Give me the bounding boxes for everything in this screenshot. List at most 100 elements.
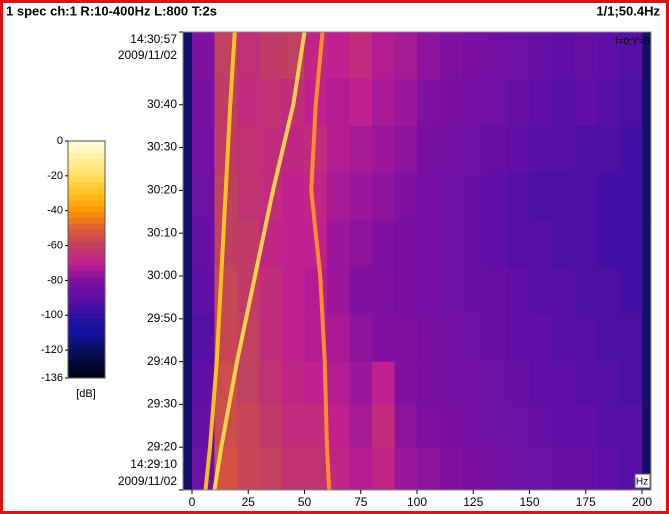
colorbar-step [68, 176, 105, 183]
cell [507, 79, 530, 127]
cell [304, 404, 328, 448]
cell [349, 447, 373, 491]
cell [529, 220, 553, 268]
cell [282, 126, 305, 174]
y-tick-label: 30:40 [147, 97, 177, 111]
cell [439, 267, 463, 315]
cell [439, 447, 463, 491]
cell [327, 314, 350, 362]
cell [372, 79, 395, 127]
cell [507, 267, 530, 315]
colorbar-step [68, 330, 105, 338]
cell [417, 79, 440, 127]
cell [597, 173, 620, 221]
cell [259, 361, 283, 405]
cell [597, 267, 620, 315]
cell [282, 267, 305, 315]
colorbar-unit: [dB] [76, 388, 96, 400]
y-tick-label: 29:20 [147, 439, 177, 453]
cell [552, 32, 575, 80]
y-tick-label: 30:30 [147, 140, 177, 154]
colorbar-tick-label: -80 [47, 274, 63, 286]
cell [304, 361, 328, 405]
cell [349, 79, 373, 127]
colorbar-step [68, 146, 105, 154]
colorbar-step [68, 300, 105, 308]
cell [327, 32, 350, 80]
cell [462, 361, 485, 405]
colorbar-step [68, 318, 105, 326]
cell [484, 314, 508, 362]
cell [619, 126, 643, 174]
cell [394, 361, 418, 405]
colorbar-step [68, 182, 105, 189]
colorbar-tick-label: -100 [41, 309, 63, 321]
cell [237, 32, 260, 80]
cell [574, 361, 598, 405]
y-top-time: 14:30:57 [130, 32, 177, 46]
cell [417, 447, 440, 491]
colorbar-step [68, 223, 105, 231]
cell [259, 126, 283, 174]
colorbar-step [68, 366, 105, 373]
colorbar-step [68, 336, 105, 343]
cell [394, 447, 418, 491]
cell [619, 79, 643, 127]
cell [552, 79, 575, 127]
cell [192, 447, 215, 491]
cell [259, 32, 283, 80]
cell [349, 220, 373, 268]
colorbar-step [68, 241, 105, 249]
y-tick-label: 29:50 [147, 311, 177, 325]
cell [372, 447, 395, 491]
title: 1 spec ch:1 R:10-400Hz L:800 T:2s [6, 3, 217, 18]
cell [259, 79, 283, 127]
cell [552, 314, 575, 362]
cell [462, 32, 485, 80]
cell [597, 314, 620, 362]
cell [192, 314, 215, 362]
colorbar-step [68, 306, 105, 314]
cell [597, 79, 620, 127]
y-tick-label: 30:10 [147, 225, 177, 239]
cell [439, 220, 463, 268]
cell [259, 404, 283, 448]
cell [619, 32, 643, 80]
y-tick-label: 30:00 [147, 268, 177, 282]
cell [619, 404, 643, 448]
cell [214, 220, 238, 268]
axes: 0 25 50 75 100 125 150 175 200 30:40 30:30 30:20 30:… [118, 31, 652, 509]
colorbar-step [68, 312, 105, 320]
cell [484, 404, 508, 448]
cell [349, 32, 373, 80]
colorbar-step [68, 342, 105, 349]
colorbar-tick-label: -20 [47, 170, 63, 182]
x-tick-label: 125 [463, 495, 483, 509]
cell [372, 126, 395, 174]
cell [574, 32, 598, 80]
cell [349, 173, 373, 221]
cell [462, 447, 485, 491]
cell [214, 79, 238, 127]
cell [484, 361, 508, 405]
cell [327, 361, 350, 405]
cell [507, 32, 530, 80]
cell [462, 267, 485, 315]
x-tick-label: 25 [242, 495, 256, 509]
colorbar-step [68, 253, 105, 260]
cell [507, 220, 530, 268]
status: 1/1;50.4Hz [596, 3, 660, 18]
cell [282, 173, 305, 221]
cell [529, 404, 553, 448]
cell [462, 79, 485, 127]
colorbar-step [68, 152, 105, 160]
colorbar-step [68, 170, 105, 178]
colorbar-border [67, 140, 106, 379]
cell [394, 32, 418, 80]
cell [597, 220, 620, 268]
cell [192, 173, 215, 221]
cell [237, 361, 260, 405]
cell [282, 220, 305, 268]
cell [417, 173, 440, 221]
cell [259, 314, 283, 362]
